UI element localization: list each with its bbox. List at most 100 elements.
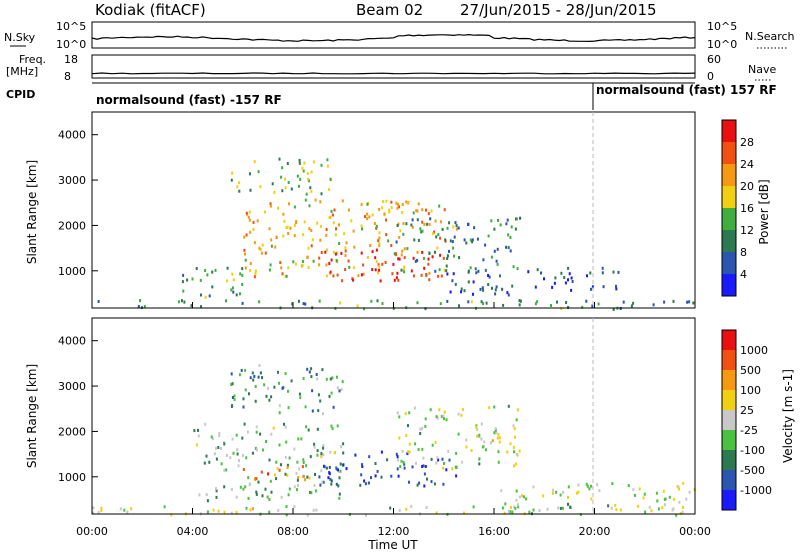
data-cell xyxy=(433,482,436,486)
data-cell xyxy=(478,462,481,466)
data-cell xyxy=(319,483,322,487)
data-cell xyxy=(577,483,580,487)
data-cell xyxy=(325,248,328,252)
colorbar-tick-label: 20 xyxy=(740,180,754,193)
data-cell xyxy=(253,275,256,279)
data-cell xyxy=(352,229,355,233)
data-cell xyxy=(455,474,458,478)
data-cell xyxy=(536,268,539,272)
freq-label: Freq. xyxy=(19,53,46,66)
data-cell xyxy=(411,465,414,469)
data-cell xyxy=(374,268,377,272)
colorbar-tick-label: 4 xyxy=(740,268,747,281)
data-cell xyxy=(406,452,409,456)
data-cell xyxy=(310,170,313,174)
data-cell xyxy=(497,433,500,437)
data-cell xyxy=(264,251,267,255)
data-cell xyxy=(330,209,333,213)
data-cell xyxy=(284,425,287,429)
data-cell xyxy=(302,302,305,306)
data-cell xyxy=(672,507,675,511)
data-cell xyxy=(503,511,506,515)
data-cell xyxy=(493,249,496,253)
data-cell xyxy=(614,503,617,507)
data-cell xyxy=(308,370,311,374)
data-cell xyxy=(488,406,491,410)
data-cell xyxy=(416,301,419,305)
data-cell xyxy=(265,440,267,443)
data-cell xyxy=(294,262,297,266)
cpid-label: CPID xyxy=(6,88,35,101)
data-cell xyxy=(352,278,355,282)
colorbar-tick-label: 12 xyxy=(740,224,754,237)
data-cell xyxy=(268,458,271,462)
data-cell xyxy=(328,394,331,398)
data-cell xyxy=(296,478,299,482)
data-cell xyxy=(330,391,333,395)
data-cell xyxy=(322,412,324,416)
data-cell xyxy=(496,262,499,266)
data-cell xyxy=(322,480,325,484)
data-cell xyxy=(336,273,339,277)
data-cell xyxy=(401,203,404,206)
data-cell xyxy=(419,432,422,435)
data-cell xyxy=(258,246,261,250)
data-cell xyxy=(648,505,651,509)
velocity-ylabel: Slant Range [km] xyxy=(25,364,39,468)
data-cell xyxy=(615,508,618,512)
data-cell xyxy=(681,510,684,514)
data-cell xyxy=(280,266,283,270)
power-panel xyxy=(91,111,696,309)
data-cell xyxy=(627,484,630,488)
data-cell xyxy=(498,440,501,444)
data-cell xyxy=(423,472,426,476)
data-cell xyxy=(316,221,319,225)
data-cell xyxy=(423,222,426,226)
data-cell xyxy=(337,484,340,488)
data-cell xyxy=(514,462,517,466)
data-cell xyxy=(446,272,449,276)
data-cell xyxy=(519,299,522,303)
data-cell xyxy=(388,208,391,212)
data-cell xyxy=(269,204,272,208)
data-cell xyxy=(335,259,338,262)
data-cell xyxy=(254,269,257,273)
data-cell xyxy=(515,217,518,221)
data-cell xyxy=(504,502,507,506)
data-cell xyxy=(264,487,267,491)
data-cell xyxy=(496,247,499,251)
x-tick-label: 04:00 xyxy=(177,525,209,538)
data-cell xyxy=(465,445,468,449)
data-cell xyxy=(341,199,344,203)
data-cell xyxy=(181,280,184,284)
colorbar-tick-label: 1000 xyxy=(740,344,768,357)
data-cell xyxy=(412,274,415,278)
data-cell xyxy=(490,219,493,223)
data-cell xyxy=(287,406,290,410)
data-cell xyxy=(304,405,307,409)
date-range: 27/Jun/2015 - 28/Jun/2015 xyxy=(460,1,657,19)
data-cell xyxy=(328,188,331,192)
data-cell xyxy=(306,475,309,479)
data-cell xyxy=(467,280,470,284)
data-cell xyxy=(434,250,436,254)
data-cell xyxy=(500,489,503,493)
data-cell xyxy=(320,163,323,167)
data-cell xyxy=(311,409,314,413)
data-cell xyxy=(274,245,277,249)
data-cell xyxy=(281,166,284,170)
data-cell xyxy=(191,277,194,281)
data-cell xyxy=(612,308,615,311)
data-cell xyxy=(322,444,325,448)
data-cell xyxy=(306,171,309,175)
data-cell xyxy=(238,459,240,463)
data-cell xyxy=(330,424,333,428)
data-cell xyxy=(286,463,289,467)
data-cell xyxy=(214,268,217,272)
data-cell xyxy=(401,449,404,453)
data-cell xyxy=(422,256,425,260)
data-cell xyxy=(299,177,302,181)
data-cell xyxy=(270,432,273,436)
data-cell xyxy=(284,472,287,476)
data-cell xyxy=(507,404,510,408)
